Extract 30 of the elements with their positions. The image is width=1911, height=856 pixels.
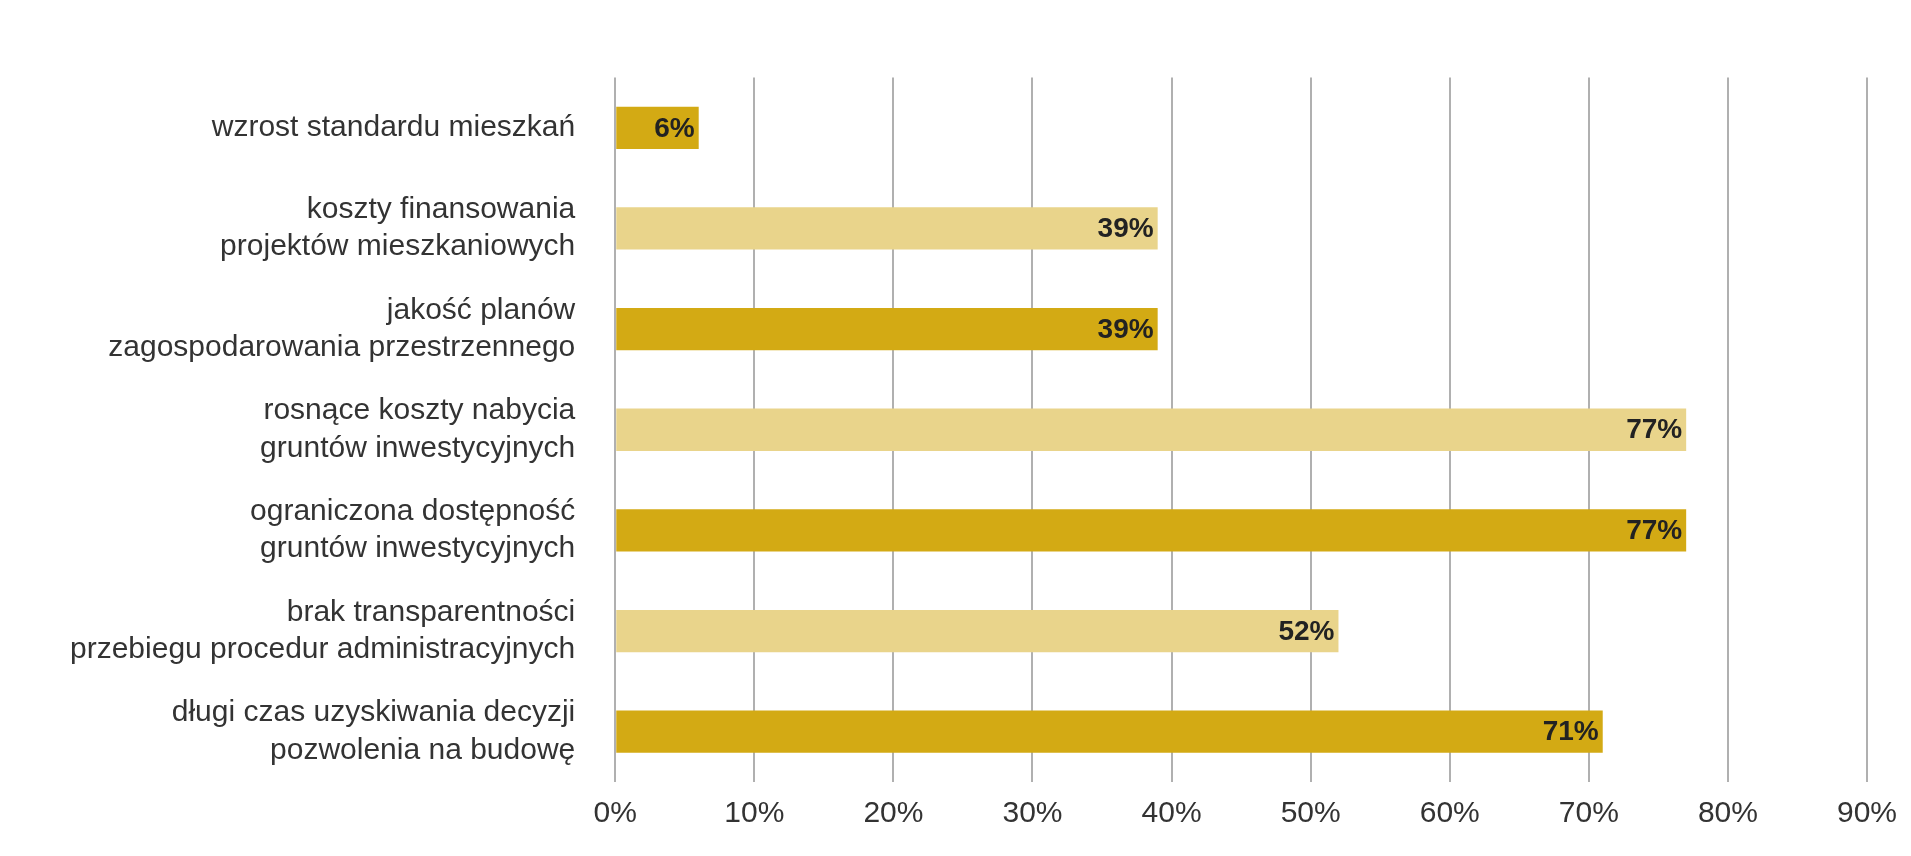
data-label: 52% (1278, 614, 1335, 646)
y-tick-label: wzrost standardu mieszkań (210, 109, 576, 143)
bar (616, 207, 1158, 250)
x-tick-label: 50% (1280, 795, 1341, 829)
y-tick-label: koszty finansowania projektów mieszkaniowych (220, 190, 576, 262)
x-tick-label: 60% (1419, 795, 1480, 829)
data-label: 6% (654, 111, 695, 143)
x-tick-label: 10% (724, 795, 785, 829)
bar (616, 408, 1687, 451)
x-tick-label: 0% (593, 795, 637, 829)
y-tick-label: długi czas uzyskiwania decyzji pozwolenia na budowę (171, 694, 576, 765)
x-tick-label: 20% (863, 795, 924, 829)
data-label: 39% (1097, 312, 1154, 344)
data-label: 39% (1097, 212, 1154, 244)
data-label: 77% (1626, 514, 1683, 546)
x-tick-label: 90% (1836, 795, 1897, 829)
data-label: 77% (1626, 413, 1683, 445)
y-tick-label: ograniczona dostępność gruntów inwestycyjnych (250, 492, 576, 564)
bar (616, 307, 1158, 351)
x-tick-label: 80% (1697, 795, 1758, 829)
y-tick-label: jakość planów zagospodarowania przestrzennego (108, 291, 576, 363)
y-tick-label: rosnące koszty nabycia gruntów inwestycyjnych (260, 392, 576, 463)
bar (616, 509, 1687, 552)
x-tick-label: 40% (1141, 795, 1202, 829)
x-tick-label: 30% (1002, 795, 1063, 829)
y-tick-label: brak transparentności przebiegu procedur administracyjnych (69, 593, 576, 665)
data-label: 71% (1542, 715, 1599, 747)
bar (616, 609, 1339, 653)
bar (616, 710, 1603, 753)
x-tick-label: 70% (1558, 795, 1619, 829)
